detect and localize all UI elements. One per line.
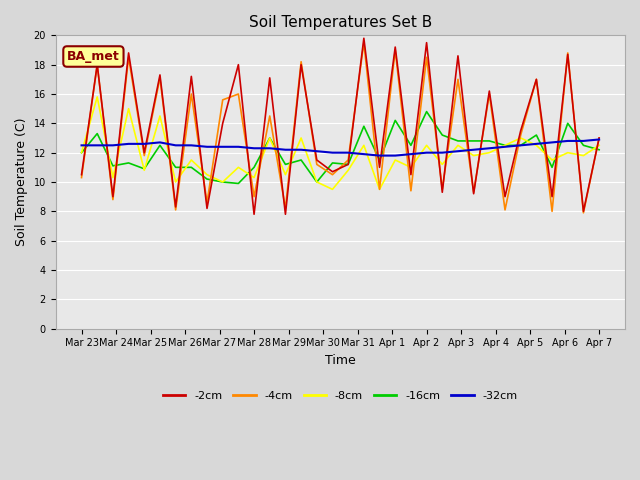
Text: BA_met: BA_met: [67, 50, 120, 63]
Title: Soil Temperatures Set B: Soil Temperatures Set B: [249, 15, 432, 30]
X-axis label: Time: Time: [325, 354, 356, 367]
Legend: -2cm, -4cm, -8cm, -16cm, -32cm: -2cm, -4cm, -8cm, -16cm, -32cm: [159, 386, 522, 405]
Y-axis label: Soil Temperature (C): Soil Temperature (C): [15, 118, 28, 246]
